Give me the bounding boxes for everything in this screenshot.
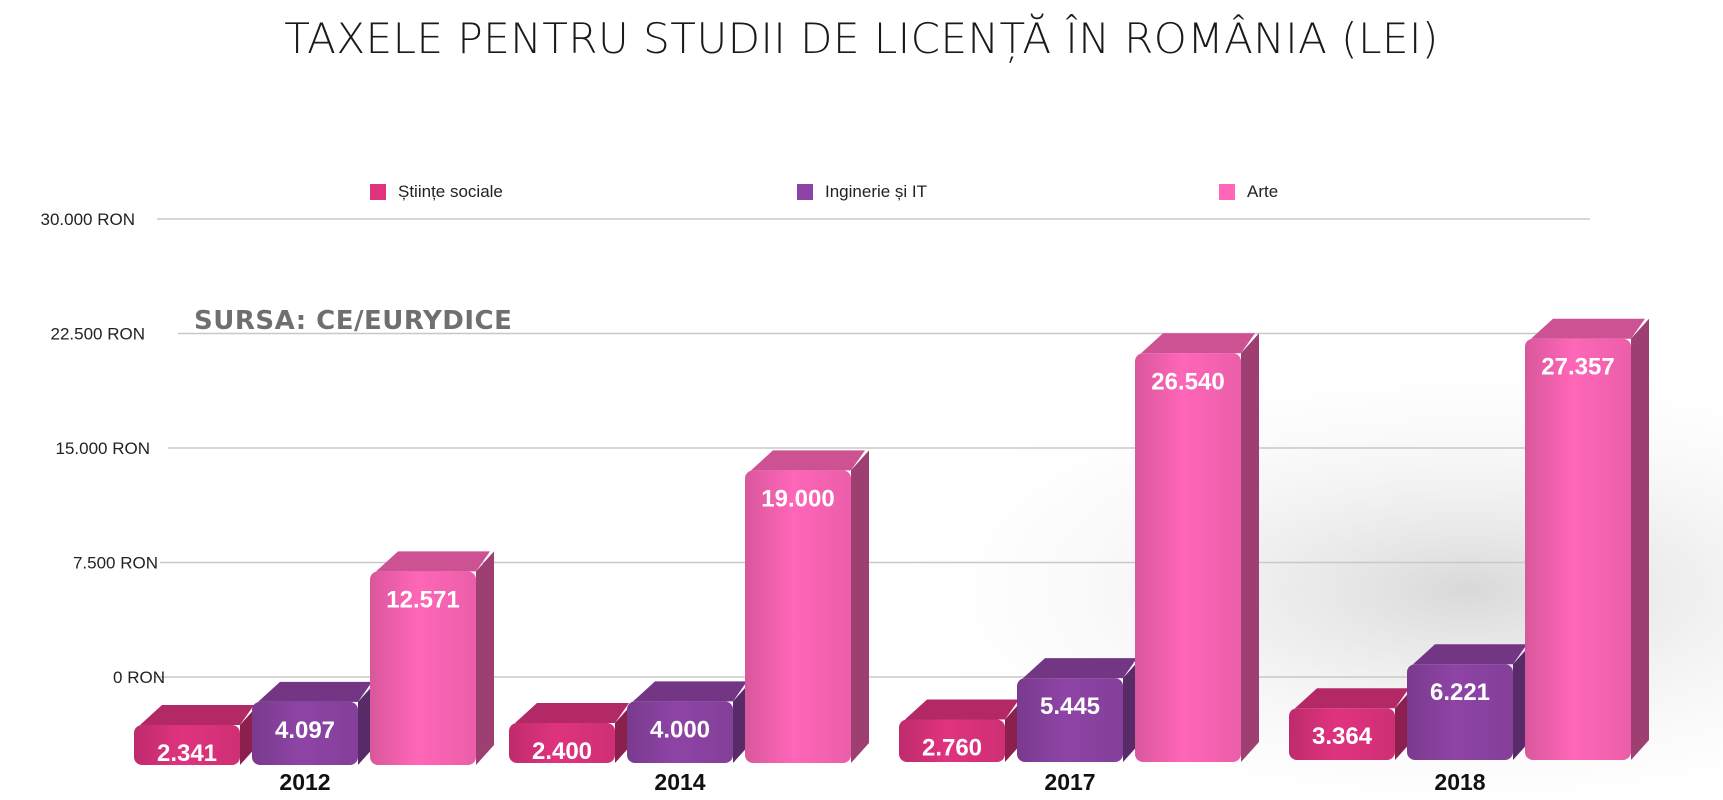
- bar-arte-2014: 19.000: [745, 450, 869, 763]
- bar-top: [1023, 658, 1137, 679]
- bar-inginerie-i-it-2017: 5.445: [1017, 658, 1141, 762]
- legend-swatch-arte: [1219, 184, 1235, 200]
- y-tick-label: 22.500 RON: [51, 325, 146, 344]
- bar-front: [1017, 678, 1123, 762]
- bar-top: [751, 450, 865, 471]
- bar-top: [376, 551, 490, 572]
- chart-title: TAXELE PENTRU STUDII DE LICENȚĂ ÎN ROMÂN…: [284, 14, 1439, 63]
- y-tick-label: 30.000 RON: [41, 210, 136, 229]
- bar-front: [1407, 664, 1513, 760]
- data-label: 4.000: [650, 716, 710, 743]
- bar-top: [633, 681, 747, 702]
- bar-top: [515, 703, 629, 723]
- bar-front: [627, 701, 733, 763]
- bar-arte-2012: 12.571: [370, 551, 494, 765]
- bar-side: [1241, 333, 1259, 762]
- legend-swatch-inginerie-it: [797, 184, 813, 200]
- bar-arte-2017: 26.540: [1135, 333, 1259, 762]
- bar--tiin-e-sociale-2012: 2.341: [134, 705, 258, 767]
- data-label: 2.341: [157, 740, 217, 767]
- category-labels: 2012 2014 2017 2018: [279, 769, 1485, 795]
- data-label: 3.364: [1312, 723, 1373, 750]
- bar-front: [370, 571, 476, 765]
- bar-top: [258, 681, 372, 702]
- y-tick-label: 7.500 RON: [73, 554, 158, 573]
- bar-side: [476, 551, 494, 765]
- legend-label-arte: Arte: [1247, 182, 1279, 201]
- legend-item-arte: Arte: [1219, 182, 1278, 202]
- data-label: 2.400: [532, 738, 592, 765]
- bar-front: [252, 701, 358, 765]
- data-label: 12.571: [386, 586, 459, 613]
- bar-top: [1531, 318, 1645, 339]
- bar-front: [745, 470, 851, 763]
- data-label: 2.760: [922, 734, 982, 761]
- category-label-2012: 2012: [279, 769, 330, 795]
- bar-side: [851, 450, 869, 763]
- bar-side: [1631, 318, 1649, 760]
- bar-front: [1525, 338, 1631, 760]
- bar-front: [134, 725, 240, 765]
- source-note: SURSA: CE/EURYDICE: [194, 306, 513, 336]
- bar-front: [1135, 353, 1241, 762]
- y-axis-ticks: 0 RON 7.500 RON 15.000 RON 22.500 RON 30.000…: [41, 210, 166, 687]
- y-tick-label: 15.000 RON: [56, 439, 151, 458]
- bar--tiin-e-sociale-2017: 2.760: [899, 699, 1023, 762]
- legend-item-stiinte-sociale: Științe sociale: [370, 182, 503, 202]
- data-label: 26.540: [1151, 368, 1224, 395]
- bar-front: [509, 723, 615, 763]
- data-label: 5.445: [1040, 693, 1100, 720]
- y-tick-label: 0 RON: [113, 668, 165, 687]
- data-label: 19.000: [761, 485, 834, 512]
- bar-inginerie-i-it-2012: 4.097: [252, 681, 376, 765]
- data-label: 6.221: [1430, 679, 1490, 706]
- data-label: 4.097: [275, 717, 335, 744]
- legend: Științe sociale Inginerie și IT Arte: [0, 182, 1723, 208]
- bar-front: [899, 719, 1005, 762]
- legend-label-stiinte-sociale: Științe sociale: [398, 182, 503, 201]
- bar-top: [1295, 688, 1409, 709]
- bar-top: [1141, 333, 1255, 354]
- bar-inginerie-i-it-2018: 6.221: [1407, 644, 1531, 760]
- bar-top: [140, 705, 254, 725]
- category-label-2014: 2014: [654, 769, 705, 795]
- category-label-2018: 2018: [1434, 769, 1485, 795]
- bar-inginerie-i-it-2014: 4.000: [627, 681, 751, 763]
- bar-top: [905, 699, 1019, 720]
- bar-arte-2018: 27.357: [1525, 318, 1649, 760]
- bar--tiin-e-sociale-2018: 3.364: [1289, 688, 1413, 760]
- category-label-2017: 2017: [1044, 769, 1095, 795]
- bars: 2.341 4.097 12.571 2.400 4.000 19.000 2.760 5.4…: [134, 318, 1649, 767]
- bar-front: [1289, 708, 1395, 760]
- bar-top: [1413, 644, 1527, 665]
- data-label: 27.357: [1541, 354, 1614, 381]
- legend-item-inginerie-it: Inginerie și IT: [797, 182, 927, 202]
- bar--tiin-e-sociale-2014: 2.400: [509, 703, 633, 765]
- legend-label-inginerie-it: Inginerie și IT: [825, 182, 928, 201]
- legend-swatch-stiinte-sociale: [370, 184, 386, 200]
